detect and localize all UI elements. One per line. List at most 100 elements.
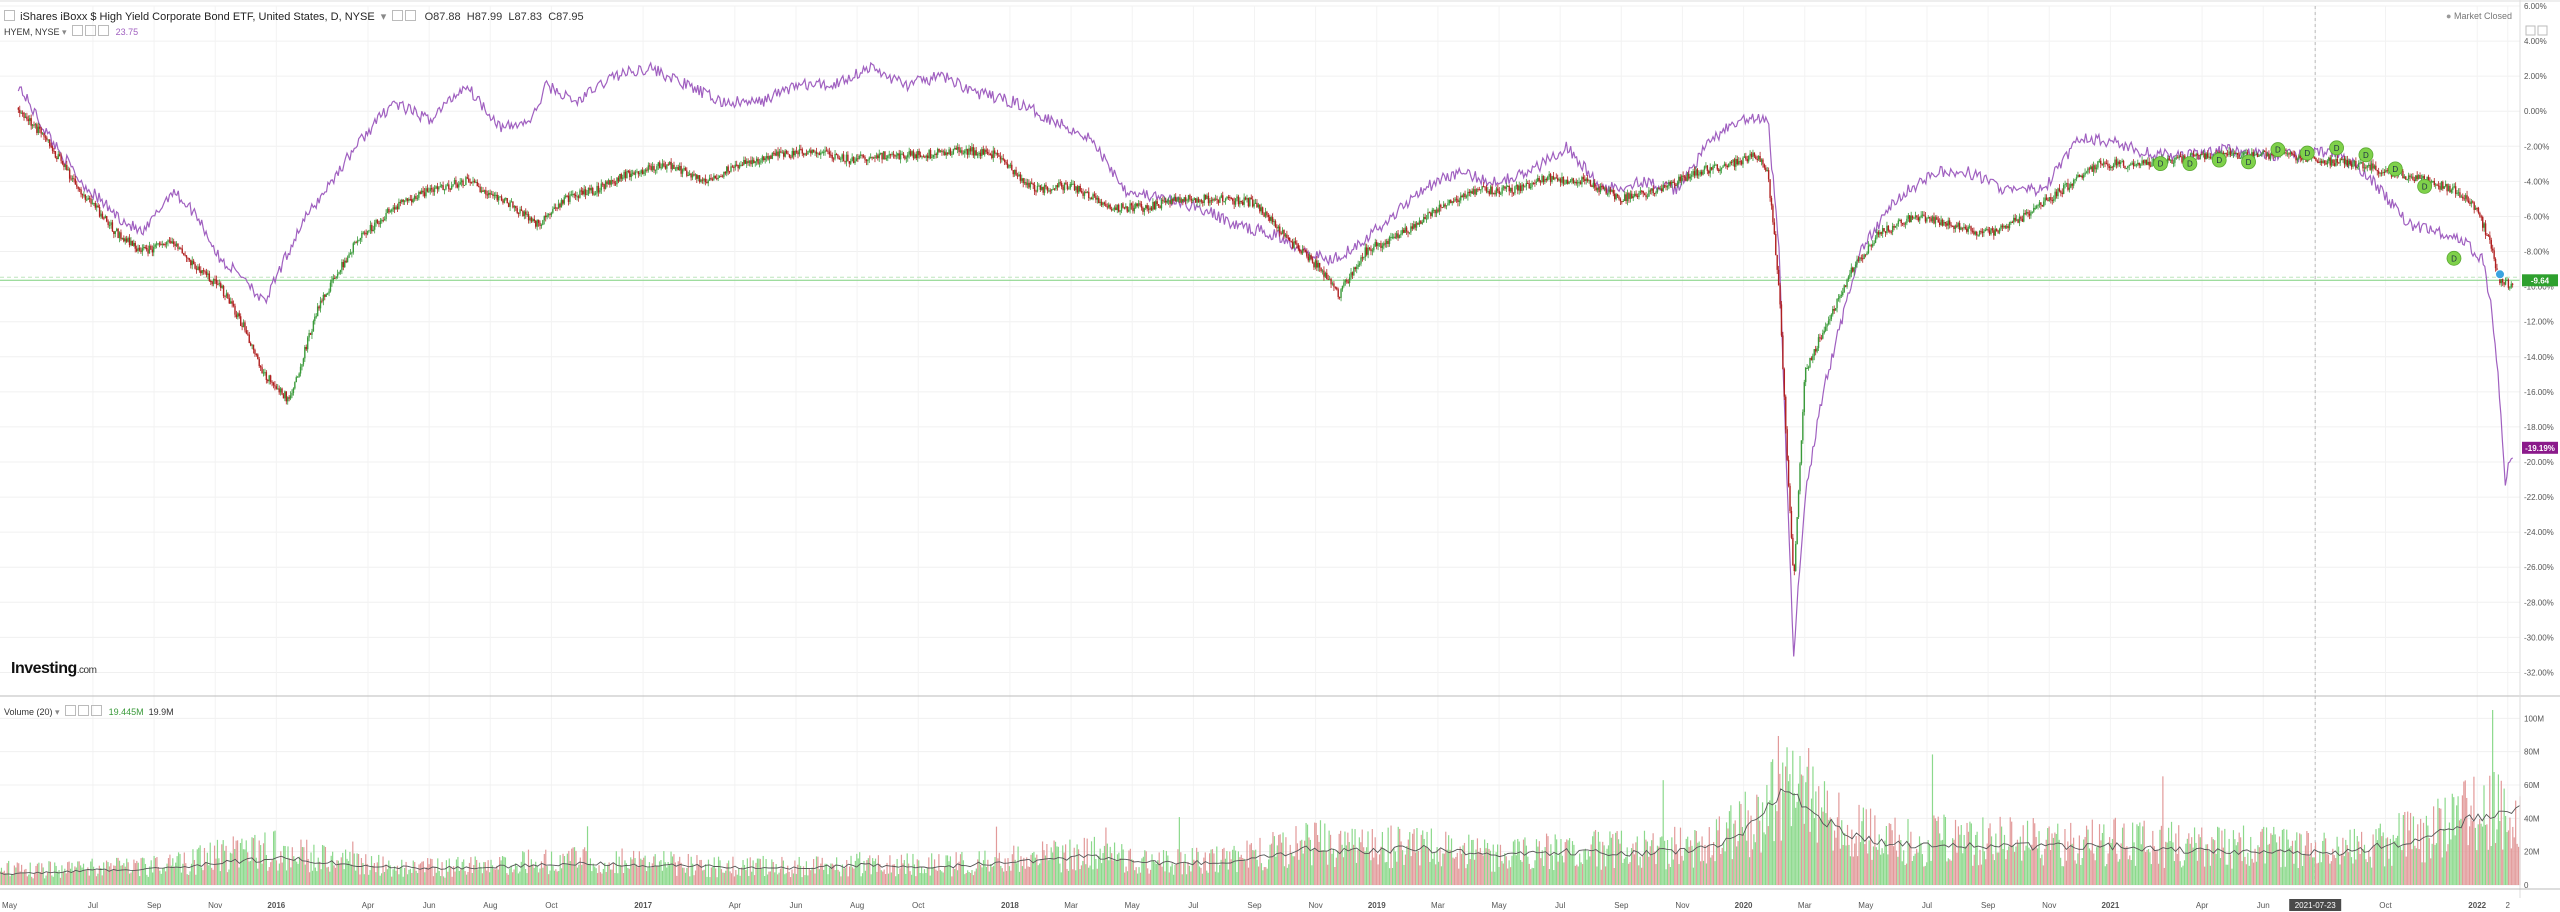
candle-body: [1347, 281, 1349, 284]
volume-bar: [1534, 860, 1536, 885]
candle-body: [1055, 185, 1057, 190]
candle-body: [1616, 194, 1619, 197]
candle-body: [329, 282, 332, 292]
volume-bar: [1782, 762, 1784, 885]
volume-bar: [287, 846, 289, 885]
volume-bar: [409, 868, 411, 885]
candle-body: [1726, 165, 1729, 168]
candle-body: [262, 372, 265, 374]
candle-body: [1133, 207, 1136, 212]
volume-bar: [990, 864, 992, 885]
volume-bar: [807, 875, 809, 885]
volume-bar: [2281, 829, 2283, 885]
volume-bar: [2300, 834, 2302, 885]
volume-bar: [2391, 865, 2393, 885]
candle-body: [842, 154, 845, 162]
volume-bar: [51, 875, 53, 885]
candle-body: [1383, 243, 1385, 246]
volume-bar: [1763, 832, 1765, 885]
volume-bar: [1777, 735, 1779, 885]
candle-body: [222, 285, 225, 297]
candle-body: [362, 232, 364, 234]
volume-bar: [715, 868, 717, 885]
candle-body: [1941, 219, 1944, 226]
candle-body: [393, 207, 396, 210]
volume-bar: [1914, 853, 1916, 885]
volume-bar: [1315, 822, 1317, 885]
volume-bar: [16, 862, 18, 885]
candle-body: [311, 331, 313, 335]
volume-bar: [1289, 844, 1291, 885]
volume-bar: [885, 874, 887, 885]
candle-body: [402, 199, 404, 202]
candle-body: [697, 175, 699, 179]
volume-bar: [1131, 859, 1133, 885]
volume-bar: [558, 870, 560, 885]
candle-body: [81, 194, 84, 196]
volume-bar: [2447, 844, 2449, 885]
candle-body: [1755, 156, 1757, 160]
candle-body: [107, 221, 109, 225]
candle-body: [1263, 213, 1265, 217]
candle-body: [976, 153, 979, 156]
candle-body: [1467, 191, 1469, 197]
volume-bar: [2278, 836, 2281, 885]
candle-body: [30, 118, 32, 126]
volume-bar: [1950, 860, 1952, 885]
volume-bar: [1155, 863, 1157, 885]
candle-body: [110, 222, 112, 225]
volume-bar: [847, 876, 849, 885]
volume-bar: [1314, 822, 1316, 885]
volume-bar: [206, 852, 208, 885]
volume-bar: [2185, 843, 2187, 885]
candle-body: [1130, 203, 1133, 206]
volume-bar: [1426, 831, 1428, 885]
candle-body: [1338, 296, 1341, 298]
volume-bar: [1547, 836, 1549, 885]
candle-body: [268, 375, 270, 382]
volume-bar: [1433, 852, 1435, 885]
volume-bar: [935, 869, 937, 885]
candle-body: [871, 157, 873, 159]
candle-body: [41, 133, 44, 135]
volume-bar: [856, 853, 858, 885]
volume-bar: [2415, 848, 2417, 885]
volume-bar: [52, 876, 54, 885]
candle-body: [2004, 226, 2006, 228]
candle-body: [378, 223, 380, 225]
candle-body: [1547, 176, 1549, 181]
candle-body: [1474, 189, 1476, 195]
candle-body: [653, 166, 655, 171]
candle-body: [1723, 163, 1726, 167]
candle-body: [90, 198, 92, 204]
volume-bar: [985, 866, 987, 885]
volume-bar: [59, 877, 62, 885]
volume-bar: [1818, 786, 1820, 885]
volume-bar: [2228, 838, 2230, 885]
candle-body: [117, 228, 119, 239]
volume-bar: [1911, 861, 1913, 885]
volume-bar: [2070, 822, 2072, 885]
candle-body: [986, 151, 989, 154]
volume-bar: [78, 861, 80, 885]
volume-bar: [666, 867, 668, 885]
volume-bar: [997, 858, 999, 885]
volume-bar: [1527, 856, 1529, 885]
candle-body: [604, 181, 607, 189]
volume-bar: [332, 851, 334, 885]
candle-body: [2175, 157, 2177, 159]
volume-bar: [1056, 846, 1058, 885]
candle-body: [1498, 190, 1500, 194]
candle-body: [161, 243, 163, 245]
candle-body: [1645, 195, 1647, 198]
candle-body: [929, 150, 932, 158]
candle-body: [1212, 199, 1214, 201]
candle-body: [522, 210, 524, 217]
volume-bar: [899, 868, 901, 885]
volume-bar: [320, 869, 322, 885]
candle-body: [1782, 335, 1784, 370]
candle-body: [1653, 193, 1656, 195]
volume-bar: [2453, 797, 2455, 885]
volume-bar: [313, 844, 315, 885]
